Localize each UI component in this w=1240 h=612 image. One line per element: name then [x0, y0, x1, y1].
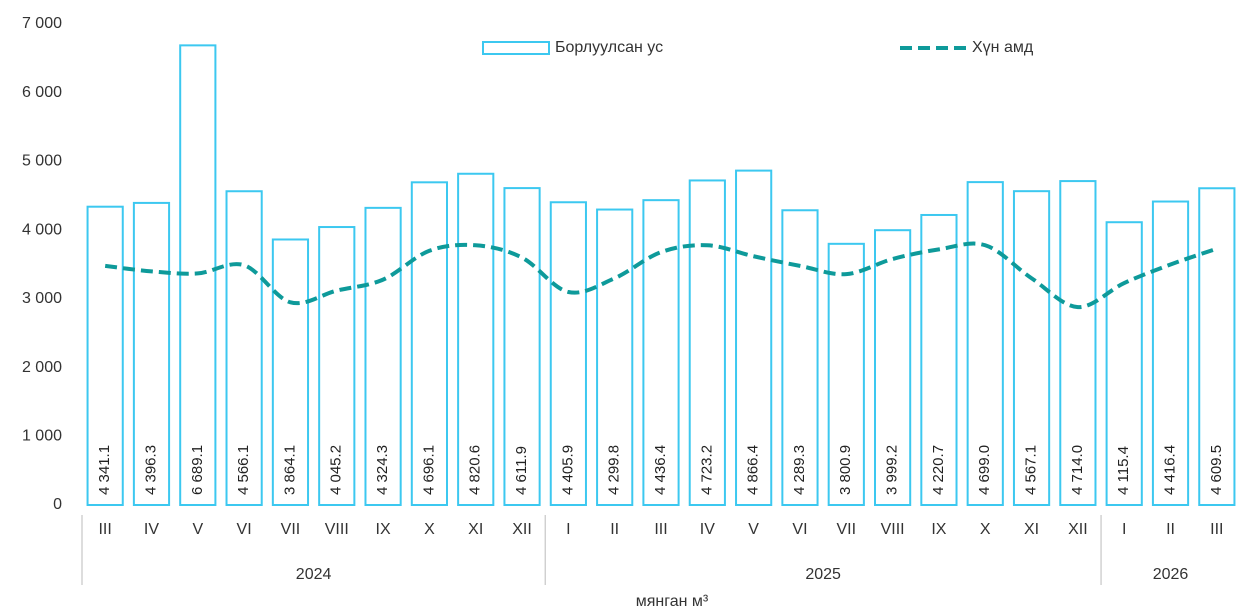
x-tick-label: XI — [1024, 521, 1039, 538]
x-tick-label: V — [192, 521, 203, 538]
group-label: 2026 — [1153, 566, 1189, 583]
line — [104, 241, 1218, 310]
x-tick-label: XII — [512, 521, 532, 538]
legend-label: Хүн амд — [972, 39, 1034, 56]
bar — [827, 242, 865, 506]
x-tick-label: II — [610, 521, 619, 538]
y-tick-label: 3 000 — [22, 290, 62, 307]
bar — [1059, 180, 1097, 506]
value-label: 4 699.0 — [976, 445, 993, 495]
y-tick-label: 7 000 — [22, 15, 62, 32]
bar — [1198, 187, 1236, 506]
value-label: 3 800.9 — [837, 445, 854, 495]
value-label: 4 436.4 — [652, 445, 669, 495]
value-label: 4 416.4 — [1161, 445, 1178, 495]
x-tick-label: IV — [144, 521, 159, 538]
x-tick-label: VI — [792, 521, 807, 538]
value-label: 3 999.2 — [884, 445, 901, 495]
x-tick-label: X — [980, 521, 991, 538]
bar — [781, 209, 819, 506]
value-label: 4 341.1 — [96, 445, 113, 495]
x-tick-label: X — [424, 521, 435, 538]
bar — [966, 181, 1004, 506]
bar — [1105, 221, 1143, 506]
legend-label: Борлуулсан ус — [555, 39, 663, 56]
x-tick-label: VIII — [325, 521, 349, 538]
value-label: 4 299.8 — [606, 445, 623, 495]
x-tick-label: III — [654, 521, 667, 538]
x-tick-label: XI — [468, 521, 483, 538]
x-tick-label: XII — [1068, 521, 1088, 538]
value-label: 4 696.1 — [420, 445, 437, 495]
value-label: 4 405.9 — [559, 445, 576, 495]
x-tick-label: IX — [931, 521, 946, 538]
x-tick-label: VIII — [881, 521, 905, 538]
bar — [1012, 190, 1051, 506]
value-label: 4 611.9 — [513, 446, 530, 495]
x-tick-label: I — [566, 521, 570, 538]
value-label: 4 045.2 — [328, 445, 345, 495]
y-tick-label: 4 000 — [22, 221, 62, 238]
bar — [132, 201, 171, 507]
value-label: 4 866.4 — [745, 445, 762, 495]
x-tick-label: II — [1166, 521, 1175, 538]
x-tick-label: I — [1122, 521, 1126, 538]
bar — [364, 206, 402, 506]
group-label: 2024 — [296, 566, 332, 583]
x-tick-label: IX — [376, 521, 391, 538]
bar — [642, 199, 680, 506]
bar — [688, 179, 726, 506]
value-label: 6 689.1 — [189, 445, 206, 495]
value-label: 3 864.1 — [281, 445, 298, 495]
x-axis-label: мянган м³ — [636, 593, 709, 610]
x-tick-label: VI — [237, 521, 252, 538]
value-label: 4 289.3 — [791, 445, 808, 495]
x-tick-label: VII — [281, 521, 301, 538]
bar — [86, 205, 124, 506]
y-tick-label: 6 000 — [22, 84, 62, 101]
bar — [735, 169, 773, 506]
value-label: 4 220.7 — [930, 445, 947, 495]
x-tick-label: V — [748, 521, 759, 538]
value-label: 4 820.6 — [467, 445, 484, 495]
value-label: 4 714.0 — [1069, 445, 1086, 495]
y-tick-label: 5 000 — [22, 153, 62, 170]
y-tick-label: 0 — [53, 496, 62, 513]
y-tick-label: 2 000 — [22, 359, 62, 376]
bar — [873, 229, 912, 507]
value-label: 4 566.1 — [235, 445, 252, 495]
group-label: 2025 — [805, 566, 841, 583]
bar — [271, 238, 310, 506]
x-tick-label: IV — [700, 521, 715, 538]
legend-swatch — [482, 41, 550, 55]
bar — [920, 213, 958, 507]
x-tick-label: VII — [836, 521, 856, 538]
y-tick-label: 1 000 — [22, 428, 62, 445]
bar — [503, 187, 541, 506]
x-tick-label: III — [98, 521, 111, 538]
value-label: 4 723.2 — [698, 445, 715, 495]
value-label: 4 609.5 — [1208, 445, 1225, 495]
value-label: 4 396.3 — [142, 445, 159, 495]
bar — [549, 201, 587, 506]
bar — [596, 208, 634, 506]
bar — [1151, 200, 1190, 506]
bar — [318, 226, 356, 507]
bar — [225, 190, 263, 506]
value-label: 4 567.1 — [1023, 445, 1040, 495]
x-tick-label: III — [1210, 521, 1223, 538]
value-label: 4 115.4 — [1115, 446, 1132, 495]
value-label: 4 324.3 — [374, 445, 391, 495]
bar — [457, 172, 495, 506]
bar — [410, 181, 449, 506]
